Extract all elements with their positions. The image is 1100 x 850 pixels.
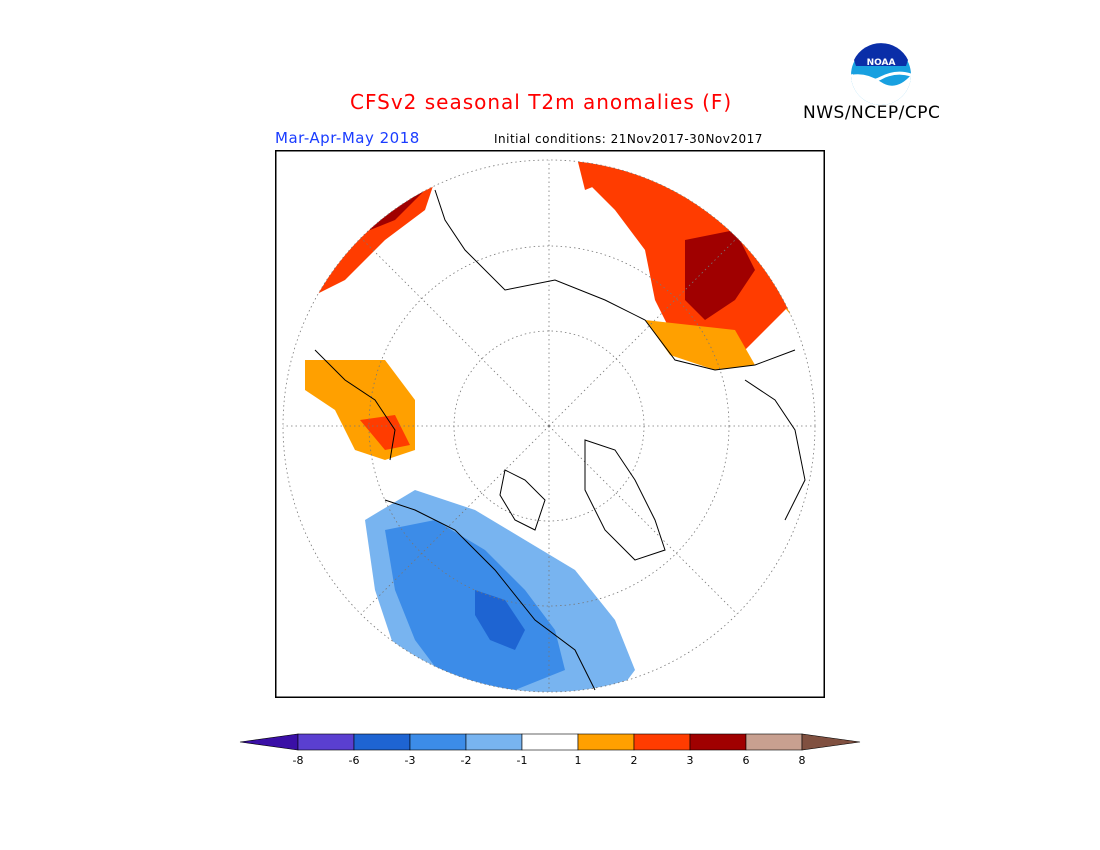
colorbar: -8 -6 -3 -2 -1 1 2 3 6 8	[239, 733, 861, 767]
warm-region-2-3-west-coast	[360, 415, 410, 450]
colorbar-tick-label: -3	[405, 754, 416, 767]
agency-label: NWS/NCEP/CPC	[803, 103, 941, 123]
colorbar-arrow-right	[801, 733, 861, 751]
season-label: Mar-Apr-May 2018	[275, 129, 420, 147]
colorbar-tick-label: -6	[349, 754, 360, 767]
colorbar-swatches	[239, 733, 861, 751]
coastlines	[314, 189, 806, 691]
colorbar-arrow-left	[239, 733, 299, 751]
colorbar-tick-label: -2	[461, 754, 472, 767]
colorbar-labels: -8 -6 -3 -2 -1 1 2 3 6 8	[293, 754, 806, 767]
coastline-canada-archipelago	[499, 469, 546, 531]
cool-region-m3-m6	[475, 590, 525, 650]
colorbar-swatch	[297, 733, 355, 751]
colorbar-swatch	[745, 733, 803, 751]
colorbar-tick-label: 2	[631, 754, 638, 767]
colorbar-tick-label: 6	[743, 754, 750, 767]
coastline-eurasia	[434, 189, 796, 371]
colorbar-swatch	[353, 733, 411, 751]
colorbar-swatch	[633, 733, 691, 751]
colorbar-swatch	[409, 733, 467, 751]
colorbar-swatch	[577, 733, 635, 751]
coastline-europe	[744, 379, 806, 521]
coastline-alaska	[314, 349, 396, 461]
coastline-greenland	[584, 439, 666, 561]
noaa-logo-text: NOAA	[867, 58, 896, 68]
colorbar-tick-label: 8	[799, 754, 806, 767]
warm-region-1-2-east-coast	[645, 320, 755, 370]
colorbar-swatch	[689, 733, 747, 751]
chart-title-text: CFSv2 seasonal T2m anomalies (F)	[350, 90, 733, 114]
colorbar-tick-label: -1	[517, 754, 528, 767]
coastline-north-america	[384, 499, 596, 691]
polar-anomaly-map	[275, 150, 825, 698]
graticule	[282, 159, 816, 693]
colorbar-tick-label: 3	[687, 754, 694, 767]
initial-conditions-label: Initial conditions: 21Nov2017-30Nov2017	[494, 132, 763, 146]
colorbar-swatch	[521, 733, 579, 751]
colorbar-tick-label: 1	[575, 754, 582, 767]
colorbar-swatch	[465, 733, 523, 751]
noaa-logo-icon: NOAA	[849, 43, 913, 107]
colorbar-tick-label: -8	[293, 754, 304, 767]
warm-region-3-6-east	[685, 230, 755, 320]
